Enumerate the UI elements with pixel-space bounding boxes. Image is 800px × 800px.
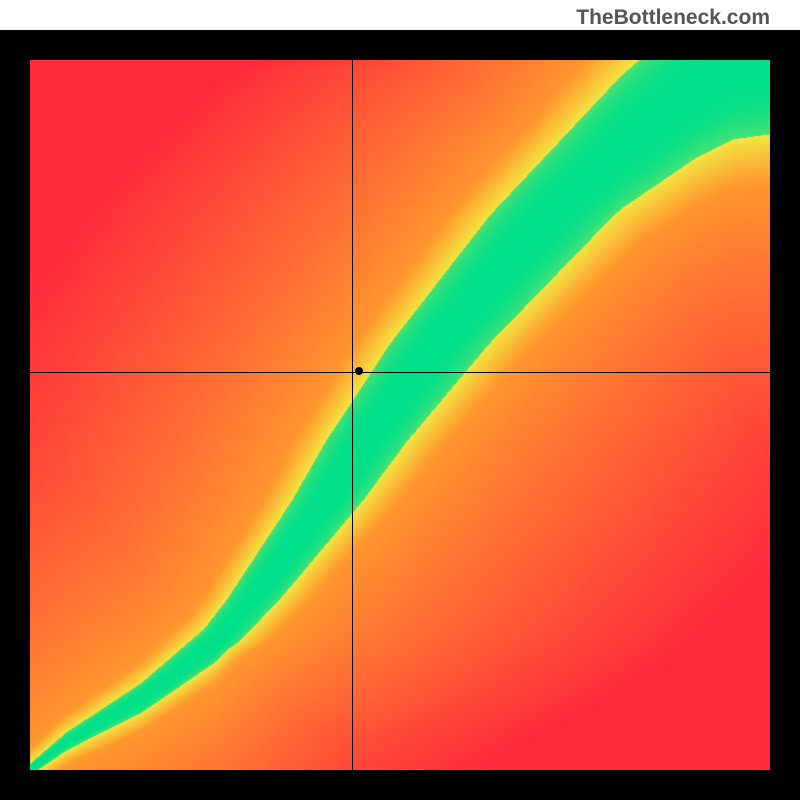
chart-container: TheBottleneck.com — [0, 0, 800, 800]
crosshair-horizontal — [30, 372, 770, 373]
heatmap-canvas — [30, 60, 770, 770]
watermark-text: TheBottleneck.com — [576, 6, 770, 30]
data-point-marker — [355, 367, 363, 375]
crosshair-vertical — [352, 60, 353, 770]
plot-area — [30, 60, 770, 770]
